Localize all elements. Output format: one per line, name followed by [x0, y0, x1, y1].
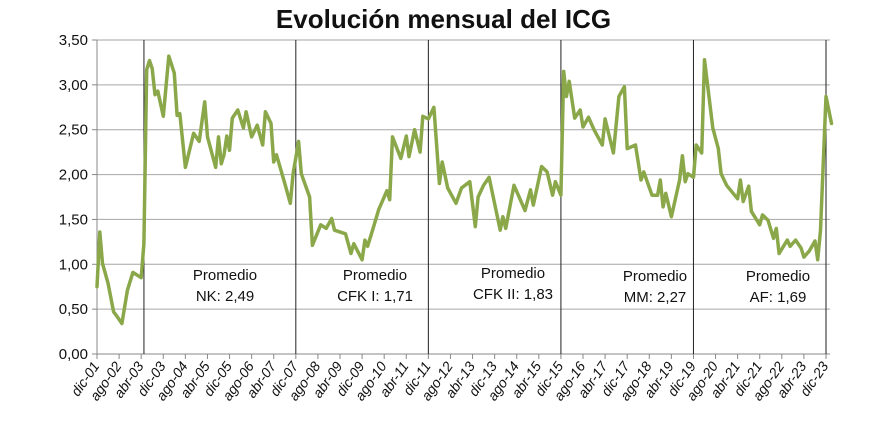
annotation-label: Promedio: [192, 267, 258, 284]
annotation-value: MM: 2,27: [623, 289, 687, 306]
series-line: [95, 54, 834, 326]
annotation-label: Promedio: [745, 268, 811, 285]
y-tick-label: 3,50: [59, 32, 88, 49]
annotation-cfk2: Promedio CFK II: 1,83: [453, 263, 573, 305]
annotation-label: Promedio: [342, 267, 408, 284]
y-tick-label: 2,00: [59, 167, 88, 184]
y-tick-label: 3,00: [59, 77, 88, 94]
annotation-label: Promedio: [480, 265, 546, 282]
y-tick-label: 0,00: [59, 346, 88, 363]
annotation-value: NK: 2,49: [195, 288, 255, 305]
annotation-af: Promedio AF: 1,69: [718, 266, 838, 308]
y-tick-label: 0,50: [59, 301, 88, 318]
annotation-value: CFK II: 1,83: [472, 286, 554, 303]
y-tick-label: 1,50: [59, 211, 88, 228]
annotation-label: Promedio: [622, 268, 688, 285]
annotation-value: CFK I: 1,71: [337, 288, 413, 305]
annotation-value: AF: 1,69: [749, 289, 807, 306]
y-tick-label: 1,00: [59, 256, 88, 273]
annotation-mm: Promedio MM: 2,27: [595, 266, 715, 308]
annotation-nk: Promedio NK: 2,49: [165, 265, 285, 307]
y-tick-label: 2,50: [59, 122, 88, 139]
annotation-cfk1: Promedio CFK I: 1,71: [315, 265, 435, 307]
chart-title: Evolución mensual del ICG: [275, 4, 612, 34]
